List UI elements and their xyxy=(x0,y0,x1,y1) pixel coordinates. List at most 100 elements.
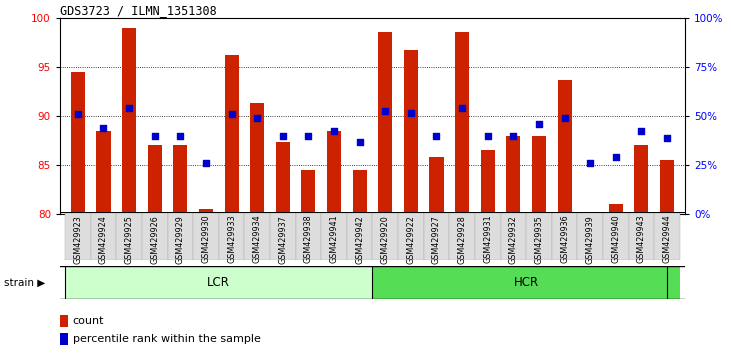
Text: GSM429936: GSM429936 xyxy=(560,215,569,263)
Text: GSM429941: GSM429941 xyxy=(330,215,338,263)
Text: count: count xyxy=(72,316,105,326)
Point xyxy=(175,133,186,138)
Text: strain ▶: strain ▶ xyxy=(4,277,45,287)
Bar xyxy=(142,212,167,260)
Text: GSM429937: GSM429937 xyxy=(279,215,287,263)
Bar xyxy=(270,212,295,260)
Text: GSM429935: GSM429935 xyxy=(534,215,543,263)
Bar xyxy=(276,142,289,214)
Bar xyxy=(96,131,110,214)
Text: GSM429924: GSM429924 xyxy=(99,215,108,263)
Bar xyxy=(372,212,398,260)
Bar xyxy=(193,212,219,260)
Bar xyxy=(532,136,546,214)
Text: GSM429920: GSM429920 xyxy=(381,215,390,263)
Bar xyxy=(378,33,393,214)
Bar xyxy=(603,212,629,260)
Bar xyxy=(629,212,654,260)
Bar xyxy=(244,212,270,260)
Bar xyxy=(71,72,85,214)
Bar xyxy=(398,212,424,260)
Bar xyxy=(60,333,68,345)
Point xyxy=(226,111,238,117)
Point xyxy=(635,128,647,133)
Point xyxy=(200,160,212,166)
Point xyxy=(431,133,442,138)
Bar xyxy=(295,212,321,260)
Bar xyxy=(609,204,623,214)
Bar xyxy=(173,145,187,214)
Text: GSM429925: GSM429925 xyxy=(124,215,134,264)
Point xyxy=(507,133,519,138)
Bar xyxy=(526,212,552,260)
Point xyxy=(533,121,545,127)
Text: HCR: HCR xyxy=(514,276,539,289)
Point xyxy=(354,139,366,145)
Point xyxy=(251,115,263,121)
Bar xyxy=(372,266,680,299)
Point xyxy=(124,105,135,111)
Text: GSM429943: GSM429943 xyxy=(637,215,646,263)
Text: percentile rank within the sample: percentile rank within the sample xyxy=(72,334,261,344)
Point xyxy=(610,154,621,160)
Bar xyxy=(219,212,244,260)
Text: GSM429929: GSM429929 xyxy=(176,215,185,264)
Text: GSM429944: GSM429944 xyxy=(662,215,672,263)
Text: GSM429923: GSM429923 xyxy=(73,215,83,263)
Bar xyxy=(352,170,367,214)
Text: GSM429928: GSM429928 xyxy=(458,215,466,263)
Point xyxy=(661,135,673,141)
Bar xyxy=(475,212,501,260)
Bar xyxy=(116,212,142,260)
Text: GSM429930: GSM429930 xyxy=(202,215,211,263)
Bar xyxy=(455,33,469,214)
Point xyxy=(558,115,570,121)
Text: GSM429942: GSM429942 xyxy=(355,215,364,263)
Text: GSM429926: GSM429926 xyxy=(150,215,159,263)
Bar xyxy=(60,315,68,327)
Bar xyxy=(250,103,264,214)
Text: GSM429938: GSM429938 xyxy=(304,215,313,263)
Bar xyxy=(552,212,577,260)
Text: GSM429940: GSM429940 xyxy=(611,215,621,263)
Text: GSM429939: GSM429939 xyxy=(586,215,595,263)
Text: GSM429934: GSM429934 xyxy=(253,215,262,263)
Bar xyxy=(450,212,475,260)
Bar xyxy=(327,131,341,214)
Text: GSM429932: GSM429932 xyxy=(509,215,518,263)
Bar xyxy=(558,80,572,214)
Point xyxy=(328,128,340,133)
Text: LCR: LCR xyxy=(208,276,230,289)
Bar xyxy=(481,150,495,214)
Bar xyxy=(577,212,603,260)
Text: GDS3723 / ILMN_1351308: GDS3723 / ILMN_1351308 xyxy=(60,4,216,17)
Bar xyxy=(501,212,526,260)
Bar xyxy=(321,212,346,260)
Bar xyxy=(122,28,136,214)
Text: GSM429933: GSM429933 xyxy=(227,215,236,263)
Bar xyxy=(635,145,648,214)
Point xyxy=(584,160,596,166)
Bar xyxy=(424,212,450,260)
Point xyxy=(303,133,314,138)
Point xyxy=(277,133,289,138)
Bar xyxy=(301,170,316,214)
Text: GSM429922: GSM429922 xyxy=(406,215,415,264)
Bar xyxy=(429,157,444,214)
Point xyxy=(456,105,468,111)
Point xyxy=(379,108,391,114)
Text: GSM429927: GSM429927 xyxy=(432,215,441,264)
Text: GSM429931: GSM429931 xyxy=(483,215,492,263)
Point xyxy=(149,133,161,138)
Bar xyxy=(91,212,116,260)
Bar xyxy=(654,212,680,260)
Bar xyxy=(65,266,373,299)
Bar xyxy=(404,50,418,214)
Bar xyxy=(224,55,238,214)
Bar xyxy=(660,160,674,214)
Bar xyxy=(199,209,213,214)
Bar xyxy=(148,145,162,214)
Bar xyxy=(507,136,520,214)
Point xyxy=(72,111,84,117)
Bar xyxy=(346,212,373,260)
